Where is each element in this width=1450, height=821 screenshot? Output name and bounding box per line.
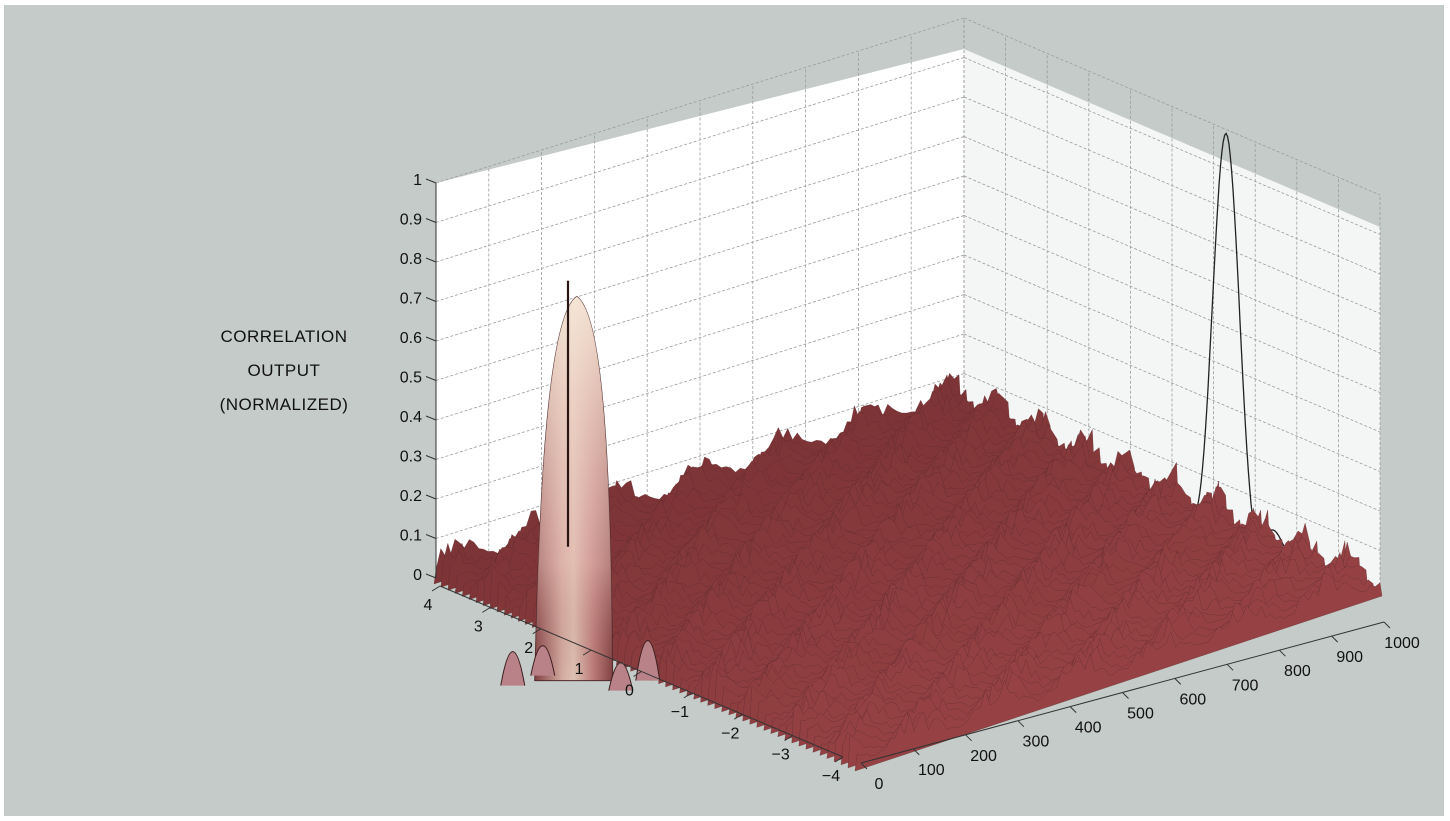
grid-line bbox=[435, 294, 965, 460]
z-tick-label: 0.8 bbox=[400, 251, 422, 268]
right-tick-label: 200 bbox=[970, 748, 997, 765]
grid-line bbox=[963, 333, 1381, 512]
left-tick-label: −2 bbox=[721, 725, 739, 742]
side-lobe bbox=[530, 645, 556, 676]
right-tick-mark bbox=[1226, 663, 1234, 671]
right-tick-mark bbox=[1331, 635, 1339, 643]
z-tick-label: 0.7 bbox=[400, 291, 422, 308]
grid-line bbox=[963, 294, 1381, 472]
right-tick-mark bbox=[965, 734, 972, 742]
right-tick-mark bbox=[912, 748, 920, 756]
right-tick-label: 400 bbox=[1075, 720, 1102, 737]
right-tick-label: 500 bbox=[1127, 706, 1154, 723]
side-lobe bbox=[500, 651, 526, 686]
left-tick-label: −3 bbox=[772, 747, 790, 764]
right-tick-mark bbox=[1122, 692, 1129, 699]
z-axis-ticks: 0 0.1 0.2 0.3 0.4 0.5 0.6 0.7 0.8 0.9 1 bbox=[400, 172, 437, 584]
right-tick-label: 1000 bbox=[1384, 635, 1420, 652]
right-axis-ticks: 0 100 200 300 400 500 600 700 800 900 1000 bbox=[860, 621, 1420, 793]
z-tick-mark bbox=[425, 376, 437, 381]
left-tick-label: 2 bbox=[524, 640, 533, 657]
left-tick-mark bbox=[582, 649, 592, 656]
right-tick-mark bbox=[1279, 649, 1286, 657]
right-tick-label: 100 bbox=[918, 762, 945, 779]
z-tick-mark bbox=[425, 573, 437, 579]
left-tick-label: −1 bbox=[671, 704, 689, 721]
left-tick-label: −4 bbox=[822, 768, 840, 785]
left-tick-mark bbox=[834, 756, 844, 763]
left-tick-label: 3 bbox=[474, 618, 483, 635]
left-tick-mark bbox=[733, 713, 743, 720]
right-tick-mark bbox=[1069, 706, 1077, 713]
z-tick-label: 0.6 bbox=[400, 330, 422, 347]
right-tick-label: 700 bbox=[1232, 677, 1259, 694]
right-tick-label: 0 bbox=[875, 776, 884, 793]
z-tick-mark bbox=[425, 455, 437, 460]
z-tick-mark bbox=[425, 494, 437, 500]
z-tick-label: 0.2 bbox=[400, 488, 422, 505]
z-tick-label: 0.1 bbox=[400, 528, 422, 545]
left-tick-label: 4 bbox=[424, 597, 433, 614]
right-tick-label: 900 bbox=[1336, 649, 1363, 666]
grid-line bbox=[963, 373, 1381, 551]
left-tick-mark bbox=[633, 671, 642, 677]
surface-strip bbox=[854, 573, 1383, 772]
z-axis-label-line-2: OUTPUT bbox=[247, 361, 321, 380]
z-tick-mark bbox=[425, 257, 437, 263]
z-tick-label: 0.3 bbox=[400, 449, 422, 466]
z-tick-mark bbox=[425, 297, 437, 302]
z-tick-label: 0.9 bbox=[400, 212, 422, 229]
correlation-peak bbox=[500, 280, 661, 691]
right-tick-mark bbox=[860, 762, 868, 770]
z-tick-mark bbox=[425, 336, 437, 342]
right-tick-label: 300 bbox=[1023, 734, 1050, 751]
left-tick-mark bbox=[784, 735, 793, 742]
side-lobe bbox=[635, 640, 661, 681]
z-axis-label-line-1: CORRELATION bbox=[220, 327, 348, 346]
grid-line bbox=[435, 17, 965, 184]
right-tick-label: 600 bbox=[1179, 691, 1206, 708]
left-tick-mark bbox=[431, 585, 441, 592]
right-tick-mark bbox=[1017, 720, 1025, 728]
z-tick-mark bbox=[425, 534, 437, 539]
left-tick-label: 0 bbox=[625, 683, 634, 700]
main-peak-highlight bbox=[534, 296, 613, 681]
z-axis-label-line-3: (NORMALIZED) bbox=[219, 395, 349, 414]
right-tick-mark bbox=[1174, 678, 1182, 685]
right-tick-label: 800 bbox=[1284, 663, 1311, 680]
grid-line bbox=[435, 333, 965, 500]
z-tick-label: 0.5 bbox=[400, 370, 422, 387]
z-tick-label: 1 bbox=[413, 172, 422, 189]
z-tick-mark bbox=[425, 415, 437, 421]
z-tick-mark bbox=[425, 218, 437, 223]
grid-line bbox=[963, 17, 1381, 196]
z-tick-label: 0 bbox=[413, 567, 422, 584]
surface-plot: 0 0.1 0.2 0.3 0.4 0.5 0.6 0.7 0.8 0.9 1 4 3 2 1 0 −1 −2 −… bbox=[400, 17, 1420, 793]
left-tick-mark bbox=[683, 692, 693, 699]
left-tick-mark bbox=[482, 606, 491, 613]
left-tick-label: 1 bbox=[575, 661, 584, 678]
z-tick-mark bbox=[425, 178, 437, 184]
grid-line bbox=[435, 373, 965, 539]
z-tick-label: 0.4 bbox=[400, 409, 422, 426]
left-axis-ticks: 4 3 2 1 0 −1 −2 −3 −4 bbox=[424, 585, 844, 785]
chart-figure: 0 0.1 0.2 0.3 0.4 0.5 0.6 0.7 0.8 0.9 1 4 3 2 1 0 −1 −2 −… bbox=[4, 5, 1444, 816]
right-tick-mark bbox=[1383, 621, 1391, 629]
left-tick-mark bbox=[532, 628, 542, 635]
